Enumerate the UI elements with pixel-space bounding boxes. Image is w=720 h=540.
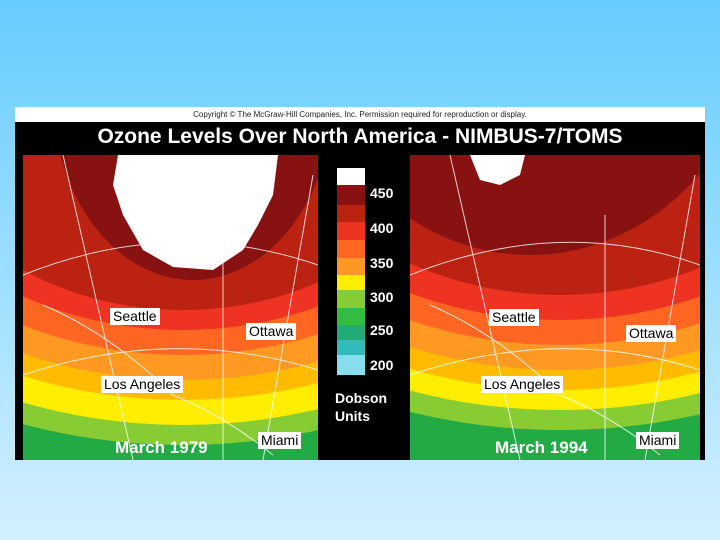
legend-label: 300 [370,289,394,305]
city-label: Miami [636,432,680,449]
map-left [23,155,318,460]
city-label: Los Angeles [101,376,184,393]
legend-units: Dobson Units [335,389,387,425]
legend-label: 450 [370,185,394,201]
map-date: March 1994 [495,438,588,457]
color-bar [337,168,365,375]
city-label: Miami [258,432,302,449]
legend-label: 200 [370,357,394,373]
city-label: Seattle [489,309,539,326]
legend-label: 250 [370,322,394,338]
copyright: Copyright © The McGraw-Hill Companies, I… [15,107,705,122]
map-date: March 1979 [115,438,208,457]
legend-label: 400 [370,220,394,236]
map-right [410,155,700,460]
city-label: Ottawa [626,325,677,342]
legend-units-line: Dobson [335,390,388,406]
city-label: Seattle [110,308,160,325]
figure-title: Ozone Levels Over North America - NIMBUS… [97,125,623,148]
figure: Copyright © The McGraw-Hill Companies, I… [15,107,705,460]
city-label: Ottawa [246,323,297,340]
city-label: Los Angeles [481,376,564,393]
legend-label: 350 [370,255,394,271]
legend-units-line: Units [335,408,370,424]
